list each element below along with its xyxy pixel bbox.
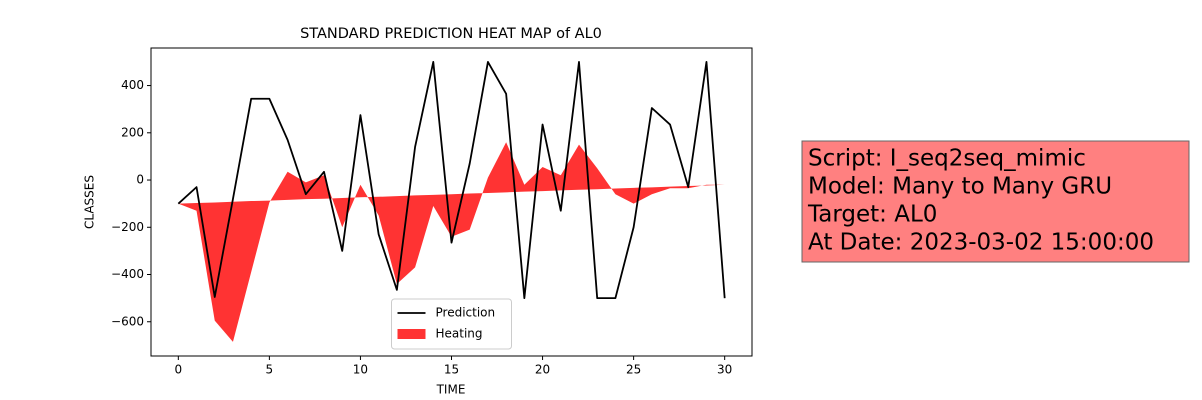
x-tick-label: 0	[174, 363, 182, 377]
y-tick-label: −200	[111, 220, 144, 234]
info-line: At Date: 2023-03-02 15:00:00	[808, 230, 1154, 256]
y-tick-label: 200	[121, 125, 144, 139]
chart-title: STANDARD PREDICTION HEAT MAP of AL0	[300, 26, 602, 42]
plot-frame	[150, 47, 753, 357]
x-tick-label: 5	[266, 363, 274, 377]
area	[178, 142, 725, 342]
y-tick-label: −400	[111, 267, 144, 281]
legend-swatch	[397, 329, 426, 339]
info-line: Script: I_seq2seq_mimic	[808, 146, 1086, 172]
x-tick-label: 10	[353, 363, 368, 377]
y-axis-label: CLASSES	[83, 175, 97, 229]
x-tick-label: 15	[444, 363, 459, 377]
x-tick-label: 20	[535, 363, 550, 377]
info-line: Target: AL0	[807, 202, 937, 228]
y-tick-label: 400	[121, 78, 144, 92]
x-axis-label: TIME	[436, 383, 466, 397]
info-box	[801, 140, 1190, 263]
x-tick-label: 25	[626, 363, 641, 377]
info-line: Model: Many to Many GRU	[808, 174, 1112, 200]
legend-label: Heating	[436, 327, 483, 341]
y-tick-label: −600	[111, 314, 144, 328]
y-tick-label: 0	[136, 173, 144, 187]
x-tick-label: 30	[717, 363, 732, 377]
legend-label: Prediction	[436, 306, 496, 320]
line	[177, 61, 726, 300]
